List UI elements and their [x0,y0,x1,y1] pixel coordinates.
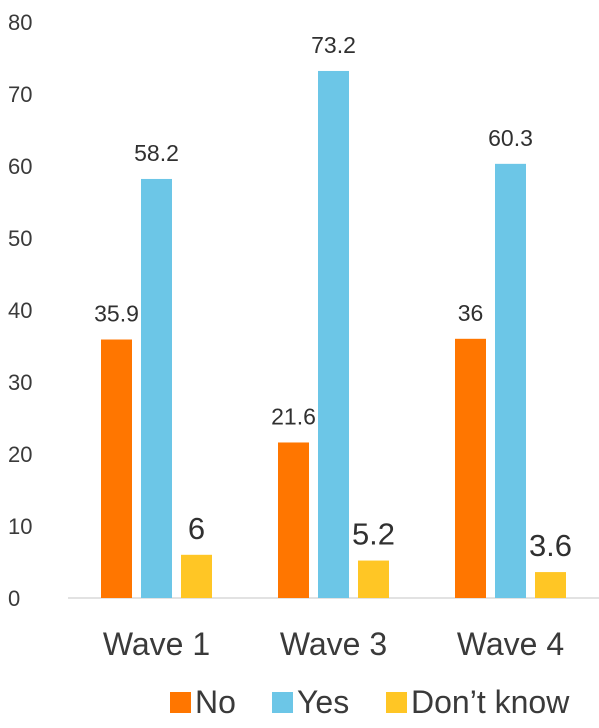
data-labels: 35.9 58.2 6 21.6 73.2 5.2 36 60.3 3.6 [94,32,572,563]
y-axis: 0 10 20 30 40 50 60 70 80 [8,10,32,611]
bar-no-wave-4 [455,338,486,598]
data-label: 3.6 [529,528,572,563]
data-label: 36 [458,300,484,326]
x-tick-label: Wave 3 [280,626,387,662]
data-label: 60.3 [488,125,533,151]
data-label: 73.2 [311,32,356,58]
bar-no-wave-3 [278,442,309,598]
y-tick-label: 20 [8,442,32,467]
x-axis: Wave 1 Wave 3 Wave 4 [103,626,564,662]
legend-swatch [386,692,407,713]
bar-yes-wave-4 [495,163,526,598]
y-tick-label: 0 [8,586,20,611]
bar-yes-wave-1 [141,178,172,598]
y-tick-label: 50 [8,226,32,251]
bar-don-t-know-wave-3 [358,560,389,598]
y-tick-label: 80 [8,10,32,35]
legend-swatch [170,692,191,713]
bar-don-t-know-wave-4 [535,572,566,598]
data-label: 21.6 [271,403,316,429]
legend-label: Yes [297,684,349,720]
y-tick-label: 10 [8,514,32,539]
legend-label: No [195,684,236,720]
data-label: 35.9 [94,301,139,327]
data-label: 6 [188,511,205,546]
x-tick-label: Wave 4 [457,626,564,662]
y-tick-label: 70 [8,82,32,107]
legend: No Yes Don’t know [170,684,570,720]
x-tick-label: Wave 1 [103,626,210,662]
y-tick-label: 60 [8,154,32,179]
y-tick-label: 40 [8,298,32,323]
data-label: 58.2 [134,140,179,166]
bar-don-t-know-wave-1 [181,554,212,598]
data-label: 5.2 [352,517,395,552]
legend-swatch [272,692,293,713]
bar-no-wave-1 [101,339,132,598]
legend-label: Don’t know [411,684,570,720]
bar-yes-wave-3 [318,70,349,598]
y-tick-label: 30 [8,370,32,395]
bars [101,70,566,598]
